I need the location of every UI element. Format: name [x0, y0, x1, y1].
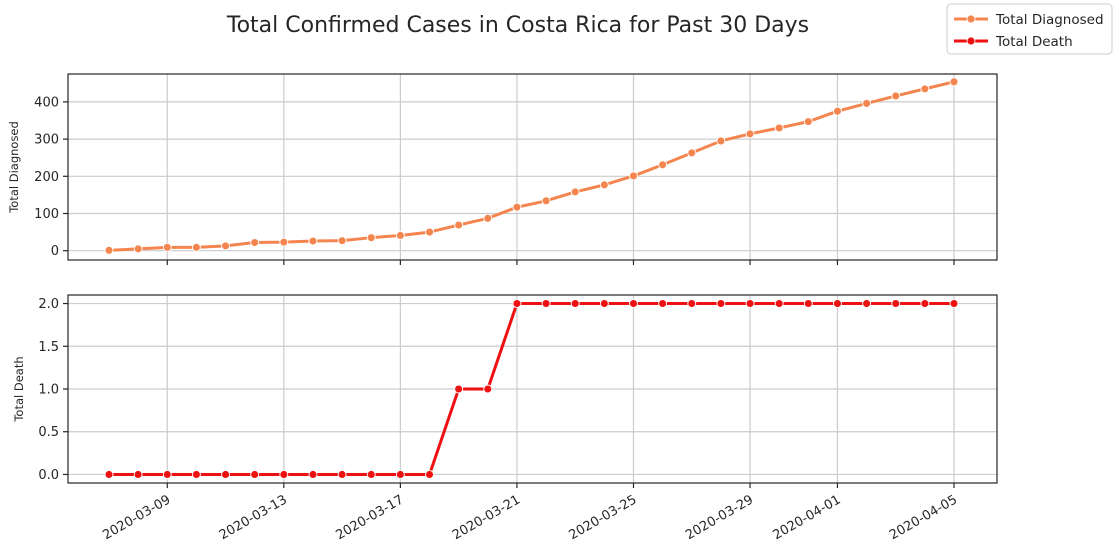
data-point-total-diagnosed-2020-03-30 [774, 123, 784, 133]
y-tick-label-total-death-3: 1.5 [38, 340, 59, 355]
data-point-total-diagnosed-2020-04-05 [949, 77, 959, 87]
legend-box [946, 3, 1113, 55]
y-tick-label-total-diagnosed-3: 300 [34, 133, 59, 148]
data-point-total-diagnosed-2020-03-14 [308, 236, 318, 246]
data-point-total-death-2020-03-15 [337, 470, 347, 479]
y-axis-label-total-diagnosed: Total Diagnosed [7, 121, 21, 214]
data-point-total-death-2020-03-12 [250, 470, 260, 479]
data-point-total-diagnosed-2020-03-23 [570, 187, 580, 197]
y-axis-label-total-death: Total Death [12, 356, 26, 422]
data-point-total-diagnosed-2020-03-29 [745, 129, 755, 139]
data-point-total-death-2020-03-27 [687, 299, 697, 308]
data-point-total-diagnosed-2020-03-22 [541, 196, 551, 206]
data-point-total-diagnosed-2020-03-27 [687, 148, 697, 158]
data-point-total-death-2020-03-09 [162, 470, 172, 479]
legend: Total Diagnosed Total Death [946, 3, 1113, 55]
y-tick-label-total-diagnosed-0: 0 [51, 244, 59, 259]
x-tick-label-2020-04-05: 2020-04-05 [887, 492, 960, 543]
y-tick-label-total-death-0: 0.0 [38, 468, 59, 483]
data-point-total-death-2020-03-14 [308, 470, 318, 479]
data-point-total-death-2020-03-13 [279, 470, 289, 479]
data-point-total-death-2020-03-07 [104, 470, 114, 479]
data-point-total-diagnosed-2020-03-28 [716, 136, 726, 146]
data-point-total-diagnosed-2020-04-03 [891, 91, 901, 101]
data-point-total-death-2020-03-19 [454, 384, 464, 394]
x-tick-label-2020-03-17: 2020-03-17 [333, 492, 406, 543]
data-point-total-death-2020-03-26 [658, 299, 668, 308]
data-point-total-death-2020-04-01 [832, 299, 842, 308]
x-tick-label-2020-03-09: 2020-03-09 [100, 492, 173, 543]
data-point-total-death-2020-03-24 [599, 299, 609, 308]
data-point-total-death-2020-04-05 [949, 299, 959, 308]
data-point-total-diagnosed-2020-03-11 [221, 241, 231, 251]
data-point-total-diagnosed-2020-03-20 [483, 213, 493, 223]
plot-frame-total-diagnosed [67, 73, 998, 261]
data-point-total-death-2020-03-16 [366, 470, 376, 479]
x-tick-label-2020-04-01: 2020-04-01 [771, 492, 844, 543]
plot-frame-total-death [67, 294, 998, 484]
y-tick-label-total-diagnosed-4: 400 [34, 95, 59, 110]
data-point-total-diagnosed-2020-04-02 [862, 98, 872, 108]
data-point-total-diagnosed-2020-03-16 [366, 233, 376, 243]
data-point-total-death-2020-03-30 [774, 299, 784, 308]
legend-marker-total-diagnosed [966, 14, 976, 24]
panel-total-death: 0.0 0.5 1.0 1.5 2.0 Total Death [12, 294, 998, 488]
data-point-total-death-2020-03-29 [745, 299, 755, 308]
y-tick-label-total-death-2: 1.0 [38, 383, 59, 398]
data-point-total-diagnosed-2020-03-25 [629, 171, 638, 181]
data-point-total-death-2020-04-02 [862, 299, 872, 308]
data-point-total-diagnosed-2020-03-18 [425, 227, 434, 237]
chart-title: Total Confirmed Cases in Costa Rica for … [226, 13, 809, 38]
legend-label-total-diagnosed: Total Diagnosed [995, 12, 1104, 28]
data-point-total-diagnosed-2020-03-13 [279, 237, 289, 247]
data-point-total-death-2020-03-08 [133, 470, 143, 479]
data-point-total-diagnosed-2020-03-19 [454, 220, 464, 230]
y-tick-label-total-diagnosed-1: 100 [34, 207, 59, 222]
data-point-total-diagnosed-2020-03-09 [162, 242, 172, 252]
data-point-total-diagnosed-2020-03-07 [104, 245, 114, 255]
data-point-total-diagnosed-2020-03-17 [395, 230, 405, 240]
legend-marker-total-death [966, 36, 976, 46]
y-tick-label-total-diagnosed-2: 200 [34, 170, 59, 185]
data-point-total-diagnosed-2020-03-24 [599, 180, 609, 190]
data-point-total-death-2020-04-04 [920, 299, 930, 308]
data-point-total-diagnosed-2020-04-01 [832, 106, 842, 116]
data-point-total-death-2020-03-21 [512, 299, 522, 308]
data-point-total-death-2020-03-10 [191, 470, 201, 479]
data-point-total-diagnosed-2020-03-10 [191, 242, 201, 252]
x-tick-label-2020-03-21: 2020-03-21 [450, 492, 523, 543]
data-point-total-death-2020-03-20 [483, 384, 493, 394]
panel-total-diagnosed: 0 100 200 300 400 Total Diagnosed [7, 73, 998, 265]
y-tick-label-total-death-1: 0.5 [38, 425, 59, 440]
data-point-total-diagnosed-2020-03-26 [658, 160, 668, 170]
data-point-total-death-2020-03-31 [803, 299, 813, 308]
series-line-total-death [109, 302, 954, 476]
x-tick-label-2020-03-13: 2020-03-13 [217, 492, 290, 543]
data-point-total-death-2020-03-25 [629, 299, 638, 308]
data-point-total-diagnosed-2020-03-21 [512, 202, 522, 212]
data-point-total-death-2020-03-22 [541, 299, 551, 308]
data-point-total-death-2020-03-28 [716, 299, 726, 308]
data-point-total-death-2020-03-17 [395, 470, 405, 479]
data-point-total-diagnosed-2020-03-15 [337, 236, 347, 246]
data-point-total-death-2020-03-23 [570, 299, 580, 308]
x-axis: 2020-03-09 2020-03-13 2020-03-17 2020-03-21… [100, 492, 960, 543]
legend-label-total-death: Total Death [995, 34, 1073, 50]
data-point-total-diagnosed-2020-03-31 [803, 117, 813, 127]
data-point-total-death-2020-03-11 [221, 470, 231, 479]
data-point-total-diagnosed-2020-03-12 [250, 238, 260, 247]
data-point-total-diagnosed-2020-04-04 [920, 84, 930, 94]
data-point-total-death-2020-03-18 [425, 470, 434, 479]
data-point-total-death-2020-04-03 [891, 299, 901, 308]
x-tick-label-2020-03-29: 2020-03-29 [683, 492, 756, 543]
x-tick-label-2020-03-25: 2020-03-25 [567, 492, 640, 543]
y-tick-label-total-death-4: 2.0 [38, 297, 59, 312]
data-point-total-diagnosed-2020-03-08 [133, 244, 143, 254]
series-line-total-diagnosed [108, 80, 955, 252]
